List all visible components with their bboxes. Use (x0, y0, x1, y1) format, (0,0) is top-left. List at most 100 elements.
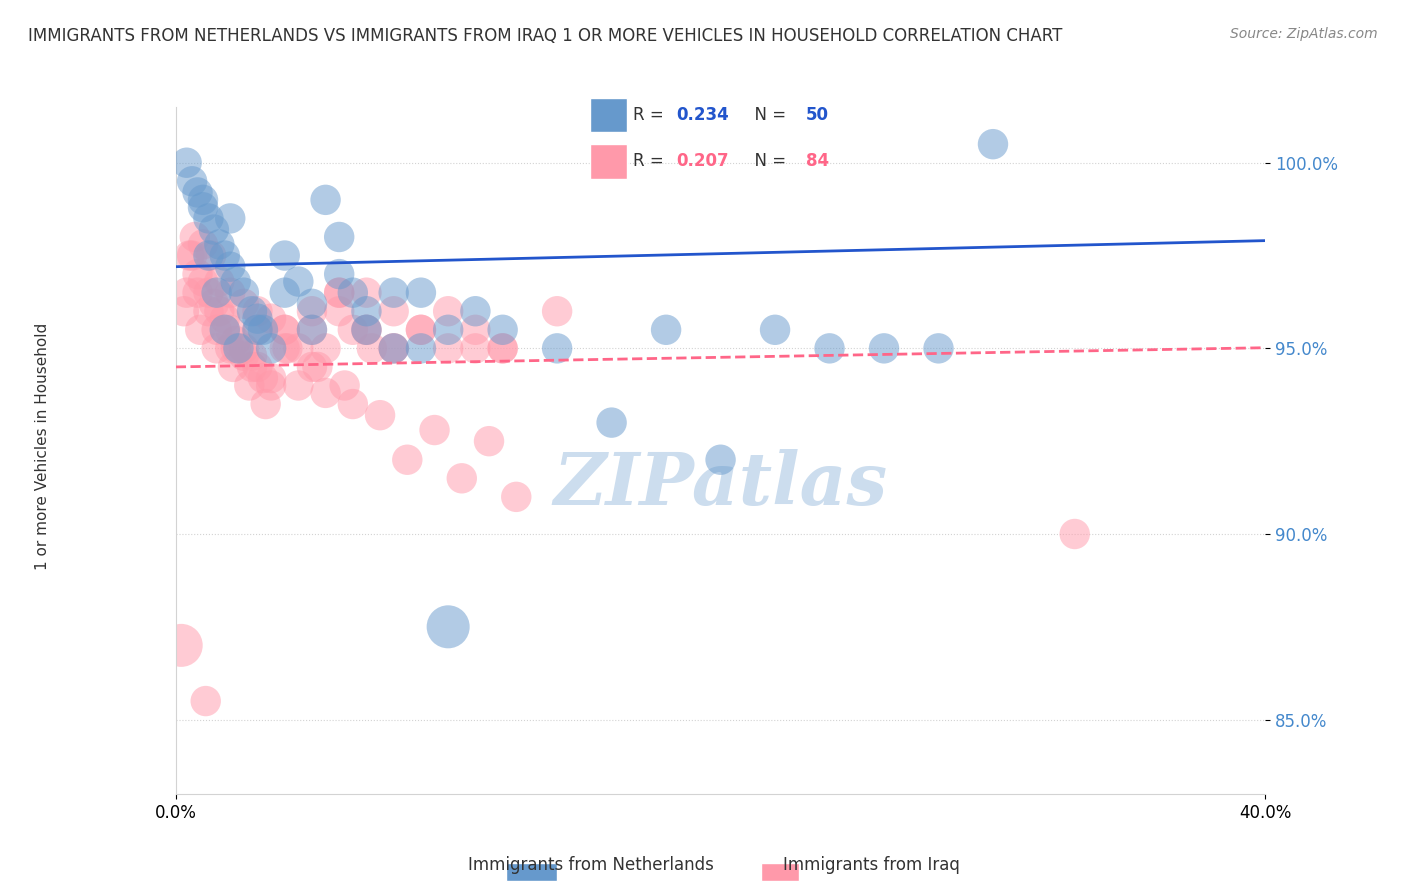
Point (260, 311, 283, 326)
Point (307, 359, 329, 374)
Point (252, 371, 274, 385)
Point (356, 304, 378, 318)
Point (287, 275, 309, 289)
Point (437, 342, 460, 356)
Point (464, 323, 486, 337)
Point (437, 323, 460, 337)
Point (191, 200, 214, 214)
Point (228, 342, 250, 356)
Point (333, 378, 356, 392)
Point (328, 267, 350, 281)
Point (301, 323, 323, 337)
Point (356, 323, 378, 337)
Point (200, 248, 222, 262)
Text: Immigrants from Iraq: Immigrants from Iraq (783, 856, 960, 874)
Point (342, 323, 364, 337)
Point (301, 297, 323, 311)
Point (246, 304, 269, 318)
Point (1063, 527, 1085, 541)
Point (315, 385, 337, 400)
Point (186, 267, 209, 281)
Point (423, 423, 446, 437)
Point (214, 311, 236, 326)
Point (315, 193, 337, 207)
Point (219, 323, 242, 337)
Point (205, 342, 228, 356)
Point (222, 359, 245, 374)
Point (328, 304, 350, 318)
Text: N =: N = (744, 106, 792, 124)
Point (873, 342, 896, 356)
Text: R =: R = (633, 106, 669, 124)
Point (763, 323, 786, 337)
Point (274, 342, 297, 356)
Bar (761, 863, 799, 881)
Point (197, 285, 219, 300)
Point (188, 323, 211, 337)
Point (287, 378, 309, 392)
Point (219, 342, 242, 356)
Point (328, 230, 350, 244)
Point (382, 304, 405, 318)
Point (342, 285, 364, 300)
Point (492, 342, 515, 356)
Text: 0.234: 0.234 (676, 106, 730, 124)
Point (181, 248, 204, 262)
Point (274, 323, 297, 337)
Point (546, 304, 568, 318)
Point (328, 285, 350, 300)
Point (342, 397, 364, 411)
Point (184, 230, 207, 244)
Point (361, 342, 384, 356)
Point (232, 297, 254, 311)
Point (214, 323, 236, 337)
Point (260, 378, 283, 392)
Point (197, 248, 219, 262)
Point (356, 285, 378, 300)
Point (240, 359, 263, 374)
Point (176, 285, 198, 300)
Point (260, 371, 283, 385)
Point (186, 285, 209, 300)
Point (464, 342, 486, 356)
Point (396, 452, 419, 467)
Point (301, 304, 323, 318)
Point (197, 304, 219, 318)
Point (246, 323, 269, 337)
Point (246, 311, 269, 326)
Point (409, 323, 432, 337)
Point (600, 416, 623, 430)
Point (181, 174, 204, 188)
Point (252, 323, 274, 337)
Point (232, 342, 254, 356)
Point (191, 193, 214, 207)
Text: N =: N = (744, 153, 792, 170)
Text: 50: 50 (806, 106, 830, 124)
Point (173, 304, 195, 318)
Bar (589, 144, 627, 178)
Point (208, 275, 231, 289)
Point (274, 248, 297, 262)
Point (240, 349, 263, 363)
Point (246, 359, 269, 374)
Point (478, 434, 501, 449)
Text: 84: 84 (806, 153, 830, 170)
Point (205, 323, 228, 337)
Point (225, 342, 247, 356)
Point (191, 237, 214, 252)
Point (464, 304, 486, 318)
Point (437, 304, 460, 318)
Point (409, 285, 432, 300)
Point (981, 137, 1004, 152)
Point (328, 285, 350, 300)
Point (186, 186, 209, 200)
Point (197, 211, 219, 226)
Point (356, 323, 378, 337)
Point (928, 342, 950, 356)
Text: Immigrants from Netherlands: Immigrants from Netherlands (468, 856, 713, 874)
Point (225, 275, 247, 289)
Point (382, 285, 405, 300)
Point (214, 323, 236, 337)
Point (202, 222, 225, 236)
Point (409, 323, 432, 337)
